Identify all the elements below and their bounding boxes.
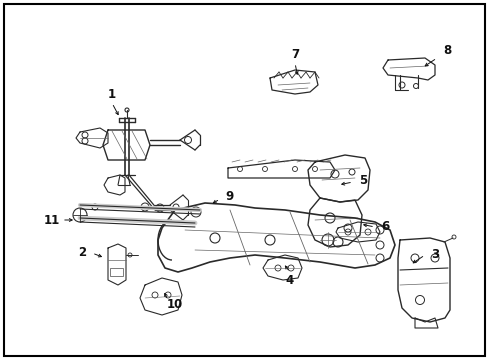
Text: 3: 3 [430, 248, 438, 261]
Text: 9: 9 [225, 190, 234, 203]
Text: 11: 11 [44, 213, 60, 226]
Text: 5: 5 [358, 174, 366, 186]
Text: 10: 10 [166, 298, 183, 311]
Text: 8: 8 [442, 44, 450, 57]
Bar [110, 268, 123, 276]
Text: 4: 4 [285, 274, 293, 287]
Text: 1: 1 [108, 89, 116, 102]
Text: 7: 7 [290, 49, 299, 62]
Text: 2: 2 [78, 247, 86, 260]
Text: 6: 6 [380, 220, 388, 234]
